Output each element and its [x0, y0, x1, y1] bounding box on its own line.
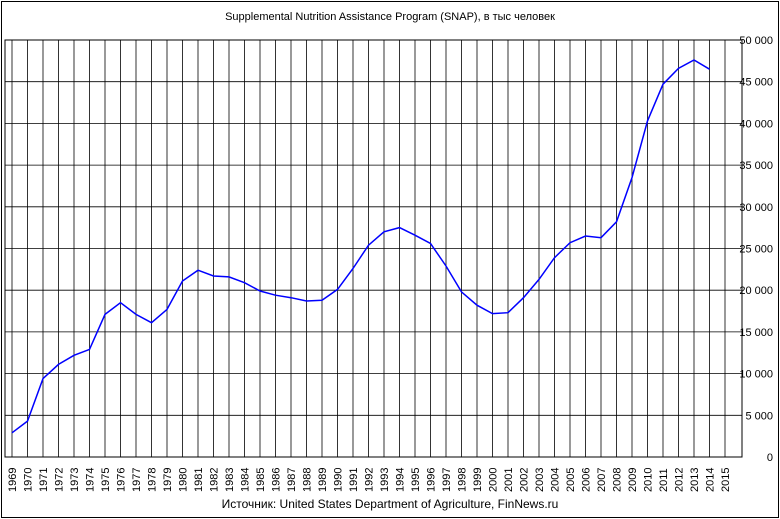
x-tick-label: 2005	[565, 468, 577, 492]
x-tick-label: 1992	[364, 468, 376, 492]
x-tick-label: 2015	[720, 468, 732, 492]
x-tick-label: 1981	[193, 468, 205, 492]
plot-area	[4, 39, 743, 458]
x-tick-label: 1998	[457, 468, 469, 492]
x-tick-label: 1985	[255, 468, 267, 492]
x-tick-label: 2014	[705, 468, 717, 492]
x-tick-label: 1989	[317, 468, 329, 492]
x-tick-label: 2009	[627, 468, 639, 492]
x-tick-label: 2003	[534, 468, 546, 492]
x-tick-label: 1999	[472, 468, 484, 492]
x-tick-label: 1988	[302, 468, 314, 492]
x-tick-label: 1996	[426, 468, 438, 492]
x-tick-label: 2013	[689, 468, 701, 492]
y-tick-label: 45 000	[739, 77, 773, 89]
x-tick-label: 1982	[209, 468, 221, 492]
x-tick-label: 1983	[224, 468, 236, 492]
y-tick-label: 10 000	[739, 369, 773, 381]
x-tick-label: 2001	[503, 468, 515, 492]
tick-labels: 1969 1970 1971 1972 1973 1974 1975 1976 1977 1978…	[7, 35, 773, 492]
x-tick-label: 2002	[519, 468, 531, 492]
x-tick-label: 1994	[395, 468, 407, 492]
x-tick-label: 2000	[488, 468, 500, 492]
x-tick-label: 1972	[54, 468, 66, 492]
x-tick-label: 1973	[69, 468, 81, 492]
x-tick-label: 1976	[116, 468, 128, 492]
x-tick-label: 1984	[240, 468, 252, 492]
x-tick-label: 1995	[410, 468, 422, 492]
x-tick-label: 1997	[441, 468, 453, 492]
x-tick-label: 2004	[550, 468, 562, 492]
y-tick-label: 25 000	[739, 244, 773, 256]
x-tick-label: 2007	[596, 468, 608, 492]
x-tick-label: 2010	[643, 468, 655, 492]
x-tick-label: 2008	[612, 468, 624, 492]
x-tick-label: 1977	[131, 468, 143, 492]
x-tick-label: 1986	[271, 468, 283, 492]
x-tick-label: 1970	[23, 468, 35, 492]
x-tick-label: 1987	[286, 468, 298, 492]
x-tick-label: 2011	[658, 468, 670, 492]
x-tick-label: 1975	[100, 468, 112, 492]
y-tick-label: 20 000	[739, 285, 773, 297]
y-tick-label: 40 000	[739, 118, 773, 130]
y-tick-label: 5 000	[745, 410, 773, 422]
x-tick-label: 1993	[379, 468, 391, 492]
y-tick-label: 15 000	[739, 327, 773, 339]
x-tick-label: 2012	[674, 468, 686, 492]
x-tick-label: 1971	[38, 468, 50, 492]
grid-lines	[5, 40, 742, 457]
y-tick-label: 35 000	[739, 160, 773, 172]
x-tick-label: 1980	[178, 468, 190, 492]
x-tick-label: 1974	[85, 468, 97, 492]
chart-title: Supplemental Nutrition Assistance Progra…	[225, 11, 555, 23]
y-tick-label: 30 000	[739, 202, 773, 214]
x-tick-label: 1969	[7, 468, 19, 492]
y-tick-label: 50 000	[739, 35, 773, 47]
x-tick-label: 1978	[147, 468, 159, 492]
y-tick-label: 0	[767, 452, 773, 464]
x-tick-label: 1979	[162, 468, 174, 492]
x-tick-label: 1991	[348, 468, 360, 492]
x-tick-label: 1990	[333, 468, 345, 492]
x-tick-label: 2006	[581, 468, 593, 492]
series-line-snap	[11, 59, 710, 434]
chart-source: Источник: United States Department of Ag…	[221, 497, 559, 511]
